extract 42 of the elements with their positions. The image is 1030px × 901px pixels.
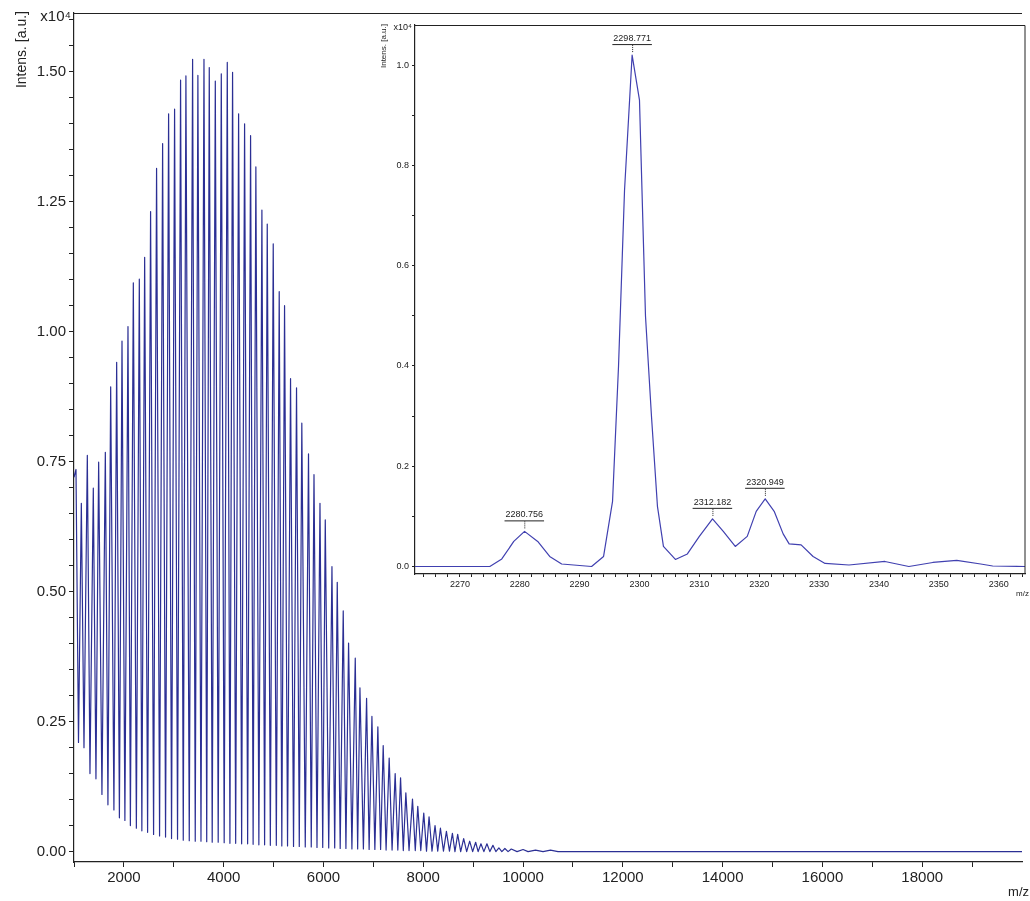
text: x10⁴ — [40, 7, 71, 25]
y-tick-label: 1.0 — [396, 59, 409, 70]
x-tick-label: 18000 — [901, 868, 944, 886]
y-tick-label: 1.25 — [36, 191, 66, 209]
x-tick-label: 2310 — [689, 578, 710, 589]
x-tick-label: 2350 — [928, 578, 949, 589]
y-tick-label: 1.50 — [36, 61, 66, 79]
x-tick-label: 8000 — [406, 868, 440, 886]
y-tick-label: 0.50 — [36, 581, 66, 599]
y-tick-label: 0.00 — [36, 841, 66, 859]
annotation: 2312.182 — [693, 496, 732, 507]
y-axis-title: Intens. [a.u.] — [12, 11, 29, 89]
x-tick-label: 10000 — [502, 868, 544, 886]
x-tick-label: 2360 — [988, 578, 1009, 589]
y-tick-label: 0.2 — [396, 460, 409, 471]
y-tick-label: 1.00 — [36, 321, 66, 339]
annotation: x10⁴ — [393, 22, 413, 33]
annotation: 2298.771 — [613, 33, 651, 44]
y-tick-label: 0.0 — [396, 560, 409, 571]
x-axis-title: m/z — [1016, 589, 1029, 599]
y-tick-label: 0.25 — [36, 711, 66, 729]
x-tick-label: 2300 — [629, 578, 650, 589]
y-axis-title: Intens. [a.u.] — [379, 24, 389, 69]
y-tick-label: 0.8 — [396, 159, 409, 170]
x-tick-label: 14000 — [701, 868, 744, 886]
x-tick-label: 16000 — [801, 868, 844, 886]
x-tick-label: 2330 — [809, 578, 830, 589]
x-tick-label: 2000 — [107, 868, 141, 886]
x-tick-label: 2340 — [868, 578, 889, 589]
x-tick-label: 12000 — [601, 868, 644, 886]
x-tick-label: 6000 — [306, 868, 341, 886]
x-tick-label: 4000 — [207, 868, 241, 886]
annotation: 2280.756 — [505, 509, 544, 520]
y-tick-label: 0.4 — [396, 360, 409, 371]
y-tick-label: 0.6 — [396, 260, 409, 271]
x-tick-label: 2290 — [569, 578, 590, 589]
annotation: 2320.949 — [746, 476, 784, 487]
x-tick-label: 2320 — [749, 578, 770, 589]
x-axis-title: m/z — [1008, 884, 1029, 900]
x-tick-label: 2270 — [449, 578, 470, 589]
x-tick-label: 2280 — [509, 578, 530, 589]
y-tick-label: 0.75 — [36, 451, 66, 469]
